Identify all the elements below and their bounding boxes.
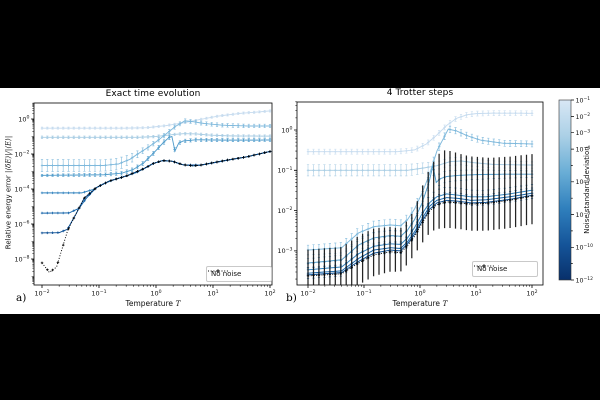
svg-text:100: 100 bbox=[18, 115, 29, 124]
svg-text:10−4: 10−4 bbox=[14, 185, 29, 194]
colorbar: 10−1 10−2 10−3 10−4 10−6 10−8 10−10 10−12 bbox=[558, 96, 594, 285]
svg-text:10−2: 10−2 bbox=[34, 289, 49, 298]
panel-b-legend: No noise bbox=[472, 261, 538, 277]
svg-text:10−3: 10−3 bbox=[576, 128, 591, 137]
svg-text:10−2: 10−2 bbox=[277, 206, 292, 215]
panel-a-axes: 10−2 10−1 100 101 102 100 10−2 10−4 10−6 10−8 bbox=[14, 102, 276, 298]
svg-text:100: 100 bbox=[414, 289, 425, 298]
svg-text:10−2: 10−2 bbox=[14, 150, 29, 159]
svg-text:102: 102 bbox=[264, 289, 275, 298]
panel-a-series-no-noise bbox=[40, 150, 272, 274]
panel-a-series-area bbox=[40, 109, 272, 274]
no-noise-legend-label: No noise bbox=[477, 265, 508, 273]
svg-text:10−3: 10−3 bbox=[277, 246, 292, 255]
svg-text:10−2: 10−2 bbox=[576, 112, 591, 121]
svg-text:102: 102 bbox=[526, 289, 537, 298]
svg-text:100: 100 bbox=[150, 289, 161, 298]
svg-text:10−1: 10−1 bbox=[356, 289, 371, 298]
svg-text:10−6: 10−6 bbox=[576, 178, 591, 187]
panel-b-series-no-noise bbox=[306, 150, 534, 285]
panel-a-xaxis-label: Temperature T bbox=[125, 299, 181, 308]
svg-text:10−8: 10−8 bbox=[576, 210, 591, 219]
panel-b-series-sigma-1e-1 bbox=[306, 110, 534, 155]
svg-text:10−12: 10−12 bbox=[576, 276, 594, 285]
panel-a-yaxis-label: Relative energy error |⟨δE⟩|/|⟨E⟩| bbox=[4, 135, 13, 250]
panel-b-axes: 10−2 10−1 100 101 102 100 10−1 10−2 10−3 bbox=[277, 101, 544, 298]
panel-b-series-area bbox=[306, 110, 534, 285]
svg-text:10−4: 10−4 bbox=[576, 145, 591, 154]
no-noise-legend-label: No noise bbox=[211, 270, 242, 278]
panel-a-series-sigma-1e-4 bbox=[40, 134, 272, 177]
svg-text:101: 101 bbox=[207, 289, 218, 298]
panel-a-title: Exact time evolution bbox=[105, 89, 201, 99]
panel-b-letter: b) bbox=[286, 292, 297, 304]
svg-text:10−2: 10−2 bbox=[300, 289, 315, 298]
svg-text:10−6: 10−6 bbox=[14, 220, 29, 229]
svg-text:10−10: 10−10 bbox=[576, 243, 594, 252]
colorbar-label: Noise standard deviation bbox=[583, 146, 591, 234]
no-noise-legend-sample bbox=[208, 269, 228, 273]
panel-a-legend: No noise bbox=[206, 266, 272, 282]
svg-text:101: 101 bbox=[470, 289, 481, 298]
svg-text:100: 100 bbox=[281, 126, 292, 135]
svg-text:10−1: 10−1 bbox=[576, 96, 591, 105]
panel-a-series-sigma-1e-3 bbox=[40, 118, 272, 172]
no-noise-legend-sample bbox=[474, 264, 494, 268]
panel-b-title: 4 Trotter steps bbox=[386, 88, 454, 98]
panel-a-letter: a) bbox=[16, 292, 27, 304]
panel-b-xaxis-label: Temperature T bbox=[392, 299, 448, 308]
svg-text:10−1: 10−1 bbox=[277, 166, 292, 175]
svg-text:10−1: 10−1 bbox=[91, 289, 106, 298]
svg-text:10−8: 10−8 bbox=[14, 255, 29, 264]
